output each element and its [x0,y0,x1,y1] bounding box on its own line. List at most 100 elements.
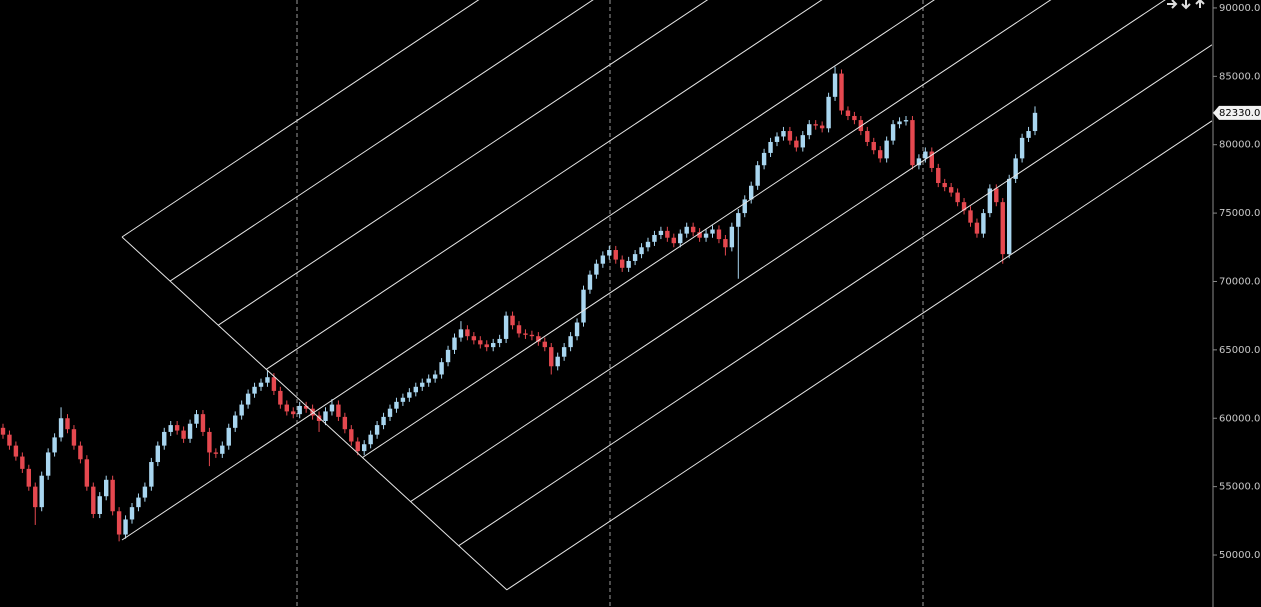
candle-body [368,434,373,445]
candle-body [187,423,193,439]
y-tick-label: 55000.0 [1219,482,1260,493]
candle-body [265,377,270,383]
candle-body [26,468,31,487]
channel-line [458,44,1212,547]
candle-body [116,511,122,535]
candle-body [258,382,264,387]
candle-body [110,479,115,512]
candle-body [781,131,786,137]
candle-body [39,475,44,508]
candle-body [510,315,515,326]
channel-line [217,0,709,326]
channel-line [410,0,1166,503]
candle-body [303,405,309,409]
candle-body [703,233,709,238]
candle-body [458,329,464,338]
candle-body [1000,202,1005,255]
candle-body [832,73,838,97]
scroll-right-icon[interactable] [1167,0,1178,9]
candle-body [658,230,664,235]
candle-body [400,397,406,402]
candle-body [33,486,38,508]
y-tick-label: 90000.0 [1219,3,1260,14]
candle-body [394,401,399,409]
candle-body [645,241,651,248]
candle-body [684,226,689,234]
candle-body [129,507,135,520]
candle-body [600,255,606,264]
candle-body [942,183,947,188]
candle-body [1007,178,1012,255]
candle-body [948,187,954,193]
last-price-label: 82330.0 [1219,108,1260,119]
candle-body [471,336,477,341]
y-tick-label: 60000.0 [1219,413,1260,424]
candle-body [226,427,231,446]
candle-body [652,234,657,242]
candle-body [465,329,470,337]
y-tick-label: 75000.0 [1219,208,1260,219]
last-price-marker [1213,105,1261,120]
candle-body [478,340,483,345]
candle-body [181,430,186,439]
candle-body [239,404,244,416]
y-tick-label: 85000.0 [1219,71,1260,82]
scroll-down-icon[interactable] [1181,0,1191,10]
candle-body [594,263,599,275]
candle-body [503,315,509,339]
candle-body [71,429,77,446]
candle-body [936,167,941,184]
candle-body [1032,112,1038,132]
candle-body [561,347,567,357]
y-tick-label: 70000.0 [1219,276,1260,287]
candle-body [736,213,741,227]
candle-body [878,150,883,159]
candle-body [78,445,83,460]
candle-body [761,152,767,166]
candle-body [123,519,128,535]
candle-body [574,322,580,337]
candle-body [297,405,302,415]
candle-body [774,136,780,142]
candle-body [278,390,283,405]
candle-body [45,452,51,476]
candle-body [1026,131,1031,138]
toolbar-arrows[interactable] [1167,0,1205,10]
candle-body [819,125,825,129]
candle-body [981,213,986,234]
candle-body [97,496,102,514]
candle-body [497,338,502,344]
candle-body [20,456,25,469]
candle-body [716,229,722,240]
candle-body [445,349,451,363]
candle-body [271,377,277,391]
candle-body [568,336,573,348]
candle-body [794,140,799,148]
candle-body [626,260,631,268]
candle-body [432,374,438,379]
candle-body [923,151,928,159]
candle-body [349,429,354,442]
candle-body [91,486,96,514]
candle-body [890,124,896,141]
y-tick-label: 65000.0 [1219,345,1260,356]
channel-line [362,0,1052,458]
candle-body [620,259,625,268]
candle-body [342,416,348,430]
candle-body [523,333,528,335]
candle-body [929,151,934,168]
candle-body [549,347,554,367]
candle-body [174,425,180,431]
channel-line [121,0,935,541]
candle-body [768,141,773,153]
candle-body [374,425,380,435]
candle-body [426,378,431,383]
candle-body [149,462,154,487]
candle-body [7,434,12,446]
candle-body [678,233,683,244]
candle-body [284,404,289,412]
candle-body [542,341,547,348]
scroll-up-icon[interactable] [1195,0,1205,8]
candle-body [336,404,341,417]
y-tick-label: 80000.0 [1219,140,1260,151]
